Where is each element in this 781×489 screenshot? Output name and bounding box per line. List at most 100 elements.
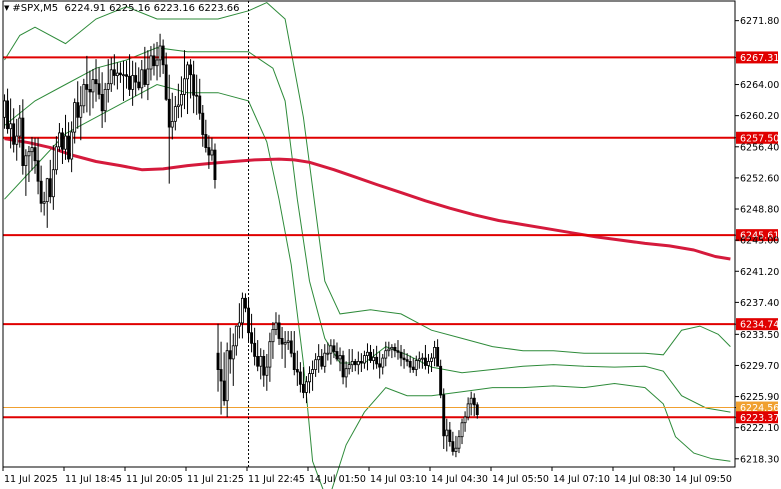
candle [176, 83, 180, 119]
time-tick-label: 11 Jul 18:45 [65, 474, 122, 485]
candle [222, 352, 226, 406]
triangle-down-icon[interactable]: ▼ [4, 4, 10, 12]
candle-body-down [375, 356, 379, 365]
time-tick-label: 14 Jul 07:10 [553, 474, 610, 485]
candle [430, 353, 433, 372]
candle-body-down [335, 351, 339, 360]
candle [247, 297, 250, 343]
candle [372, 349, 375, 370]
candle-body-up [463, 416, 467, 424]
level-price-tag [736, 131, 778, 144]
candle [164, 52, 168, 101]
candle [12, 108, 16, 153]
candle [417, 351, 421, 369]
candle [179, 76, 183, 118]
symbol-label: #SPX,M5 [12, 3, 59, 14]
candle [353, 358, 357, 372]
ohlc-readout: 6224.91 6225.16 6223.16 6223.66 [64, 3, 240, 14]
candle-body-up [58, 132, 61, 148]
candle [426, 353, 430, 374]
price-tick-label: 6252.60 [740, 173, 779, 184]
candle [286, 331, 290, 350]
candle-body-down [143, 69, 147, 85]
candle-body-up [30, 147, 34, 153]
time-tick-label: 14 Jul 09:50 [675, 474, 732, 485]
candle-body-down [369, 351, 372, 361]
candle-body-up [323, 352, 327, 367]
candle [460, 418, 464, 445]
time-axis: 11 Jul 2025 11 Jul 18:45 11 Jul 20:05 11 Ju… [2, 467, 732, 485]
time-tick-label: 11 Jul 20:05 [126, 474, 183, 485]
candle [204, 119, 208, 153]
candle [347, 349, 351, 375]
candle-body-down [36, 160, 40, 182]
candle-body-up [445, 429, 449, 437]
candle [405, 353, 409, 367]
time-tick-label: 14 Jul 01:50 [309, 474, 366, 485]
candle [128, 54, 131, 97]
candle [146, 50, 150, 101]
candle-body-down [332, 345, 336, 352]
candle-body-up [15, 135, 19, 145]
candle [423, 344, 427, 370]
candle [219, 341, 223, 415]
candle [189, 59, 192, 99]
candle [170, 92, 174, 140]
candle-body-up [51, 169, 55, 198]
candle [15, 118, 19, 161]
candle [201, 105, 205, 147]
candle [167, 74, 171, 184]
candle [125, 60, 128, 89]
candle [155, 41, 159, 81]
candle [173, 96, 177, 131]
candle-body-up [106, 83, 110, 90]
candle-body-down [436, 346, 440, 367]
level-price-tag [736, 229, 778, 242]
candle-body-up [182, 78, 186, 95]
candle [402, 349, 406, 369]
candle [106, 59, 110, 103]
candle-body-down [207, 147, 211, 156]
price-tick-label: 6267.31 [740, 53, 779, 64]
candle-body-down [411, 366, 415, 371]
candle-body-up [70, 131, 74, 160]
moving-average [4, 137, 731, 261]
candle [253, 327, 257, 366]
candle [274, 312, 278, 336]
candle [283, 331, 287, 368]
candle-body-down [216, 352, 220, 371]
candle [350, 349, 354, 372]
candle [243, 293, 247, 313]
candle [442, 388, 446, 449]
candle [375, 345, 379, 369]
candle-body-up [420, 357, 424, 360]
candle [469, 391, 473, 416]
candle-body-down [359, 360, 363, 364]
candle [271, 322, 275, 359]
candle-body-down [125, 74, 128, 77]
candle-body-down [475, 404, 479, 415]
price-tick-label: 6245.00 [740, 236, 779, 247]
candle-body-down [6, 100, 9, 130]
candle-body-up [225, 350, 229, 402]
candle [311, 360, 314, 391]
candle-body-down [192, 74, 196, 96]
candle-body-down [167, 98, 171, 128]
candle-body-down [439, 365, 443, 396]
candle [301, 367, 305, 399]
candle-body-up [170, 121, 174, 128]
candle-body-up [131, 75, 135, 90]
candle-body-up [457, 436, 461, 449]
candle-body-up [210, 149, 214, 156]
plot-border [2, 0, 736, 468]
candle [82, 78, 86, 114]
price-tick-label: 6233.50 [740, 330, 779, 341]
candle [433, 340, 436, 367]
candle-body-up [265, 366, 269, 376]
candle [198, 78, 202, 120]
candle-body-up [454, 447, 458, 452]
candle-body-down [280, 337, 284, 345]
candle-body-down [21, 117, 25, 166]
candle [256, 340, 260, 372]
